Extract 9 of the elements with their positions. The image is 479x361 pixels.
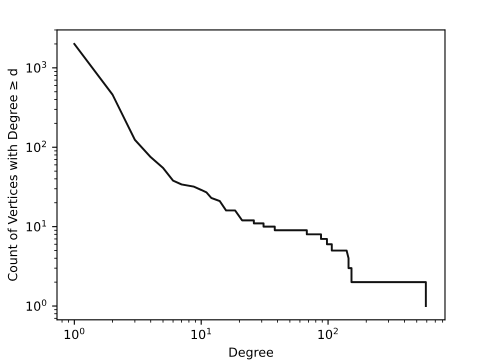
y-tick-label: 10$^{1}$ xyxy=(26,220,46,232)
x-tick-label: 10$^{0}$ xyxy=(64,328,84,340)
y-tick-label: 10$^{0}$ xyxy=(26,299,46,311)
y-tick-label: 10$^{3}$ xyxy=(26,61,46,73)
x-tick-label: 10$^{2}$ xyxy=(318,328,338,340)
x-tick-label: 10$^{1}$ xyxy=(192,328,211,340)
y-tick-label: 10$^{2}$ xyxy=(26,140,46,152)
x-axis-title: Degree xyxy=(229,348,274,360)
y-axis-title: Count of Vertices with Degree ≥ d xyxy=(8,69,20,281)
